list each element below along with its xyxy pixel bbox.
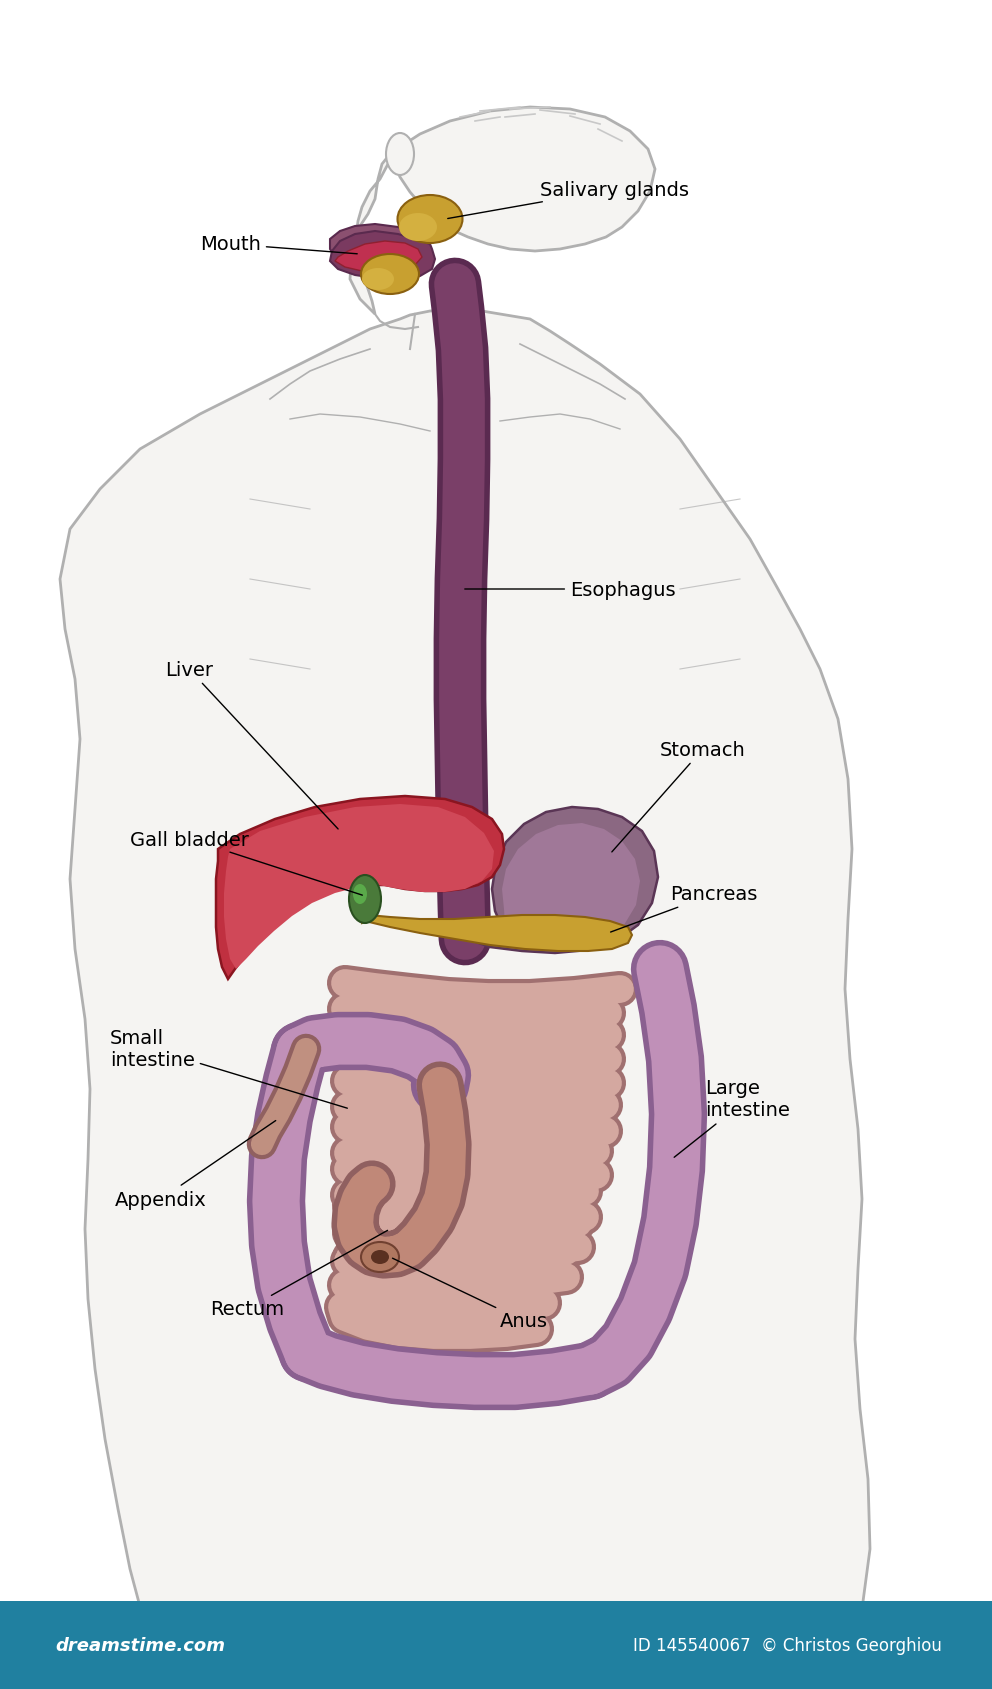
Text: Stomach: Stomach <box>612 740 746 853</box>
Polygon shape <box>360 915 632 951</box>
Ellipse shape <box>361 255 419 296</box>
Text: Esophagus: Esophagus <box>465 579 676 600</box>
Text: Pancreas: Pancreas <box>611 885 757 932</box>
Text: Rectum: Rectum <box>210 1231 388 1319</box>
Text: Appendix: Appendix <box>115 1121 276 1209</box>
Polygon shape <box>462 807 658 953</box>
Polygon shape <box>224 804 494 969</box>
Ellipse shape <box>399 215 437 242</box>
Ellipse shape <box>371 1250 389 1265</box>
Ellipse shape <box>361 1243 399 1272</box>
Text: dreamstime.com: dreamstime.com <box>55 1637 225 1654</box>
Polygon shape <box>502 824 640 948</box>
Polygon shape <box>335 242 422 274</box>
Text: ID 145540067  © Christos Georghiou: ID 145540067 © Christos Georghiou <box>633 1637 942 1654</box>
Polygon shape <box>330 225 432 277</box>
Ellipse shape <box>349 875 381 924</box>
Bar <box>0 1601 992 1689</box>
Ellipse shape <box>362 269 394 291</box>
Text: Salivary glands: Salivary glands <box>447 181 689 220</box>
Text: Large
intestine: Large intestine <box>675 1079 790 1157</box>
Polygon shape <box>60 309 870 1670</box>
Text: Mouth: Mouth <box>200 235 357 255</box>
Text: Small
intestine: Small intestine <box>110 1029 347 1108</box>
Ellipse shape <box>386 133 414 176</box>
Polygon shape <box>330 231 435 280</box>
Ellipse shape <box>353 885 367 905</box>
Polygon shape <box>216 797 504 980</box>
Ellipse shape <box>398 196 462 243</box>
Text: Anus: Anus <box>393 1258 548 1331</box>
Text: Gall bladder: Gall bladder <box>130 829 362 895</box>
Polygon shape <box>350 108 655 314</box>
Text: Liver: Liver <box>165 660 338 829</box>
